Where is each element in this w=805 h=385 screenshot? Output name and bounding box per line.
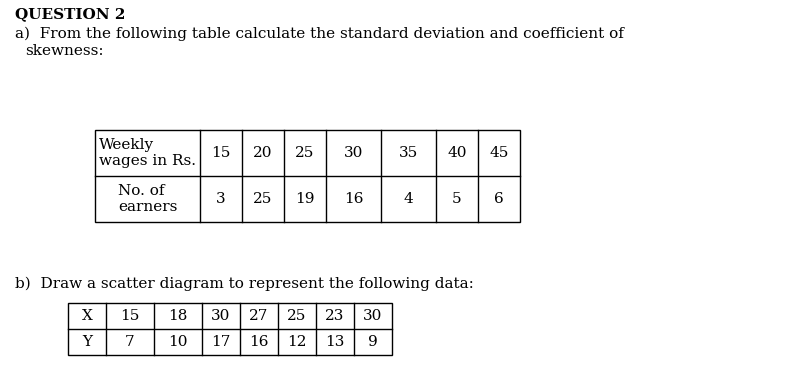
Text: 18: 18 bbox=[168, 309, 188, 323]
Text: 27: 27 bbox=[250, 309, 269, 323]
Text: X: X bbox=[81, 309, 93, 323]
Text: Y: Y bbox=[82, 335, 92, 349]
Text: 17: 17 bbox=[211, 335, 231, 349]
Text: 10: 10 bbox=[168, 335, 188, 349]
Text: 7: 7 bbox=[126, 335, 134, 349]
Bar bbox=[95, 130, 520, 222]
Text: 45: 45 bbox=[489, 146, 509, 160]
Text: a)  From the following table calculate the standard deviation and coefficient of: a) From the following table calculate th… bbox=[15, 27, 624, 42]
Text: 13: 13 bbox=[325, 335, 345, 349]
Text: 25: 25 bbox=[295, 146, 315, 160]
Text: 6: 6 bbox=[494, 192, 504, 206]
Text: skewness:: skewness: bbox=[25, 44, 104, 58]
Text: b)  Draw a scatter diagram to represent the following data:: b) Draw a scatter diagram to represent t… bbox=[15, 277, 474, 291]
Text: 15: 15 bbox=[211, 146, 231, 160]
Text: 12: 12 bbox=[287, 335, 307, 349]
Text: Weekly
wages in Rs.: Weekly wages in Rs. bbox=[99, 138, 196, 168]
Text: 16: 16 bbox=[344, 192, 363, 206]
Text: 30: 30 bbox=[211, 309, 231, 323]
Text: 4: 4 bbox=[403, 192, 414, 206]
Text: 3: 3 bbox=[217, 192, 226, 206]
Text: 25: 25 bbox=[287, 309, 307, 323]
Bar bbox=[68, 303, 392, 355]
Text: 16: 16 bbox=[250, 335, 269, 349]
Text: 40: 40 bbox=[448, 146, 467, 160]
Text: 35: 35 bbox=[398, 146, 418, 160]
Text: QUESTION 2: QUESTION 2 bbox=[15, 7, 126, 21]
Text: 30: 30 bbox=[344, 146, 363, 160]
Text: 20: 20 bbox=[254, 146, 273, 160]
Text: No. of
earners: No. of earners bbox=[118, 184, 177, 214]
Text: 23: 23 bbox=[325, 309, 345, 323]
Text: 25: 25 bbox=[254, 192, 273, 206]
Text: 15: 15 bbox=[120, 309, 140, 323]
Text: 19: 19 bbox=[295, 192, 315, 206]
Text: 30: 30 bbox=[363, 309, 382, 323]
Text: 9: 9 bbox=[368, 335, 378, 349]
Text: 5: 5 bbox=[452, 192, 462, 206]
